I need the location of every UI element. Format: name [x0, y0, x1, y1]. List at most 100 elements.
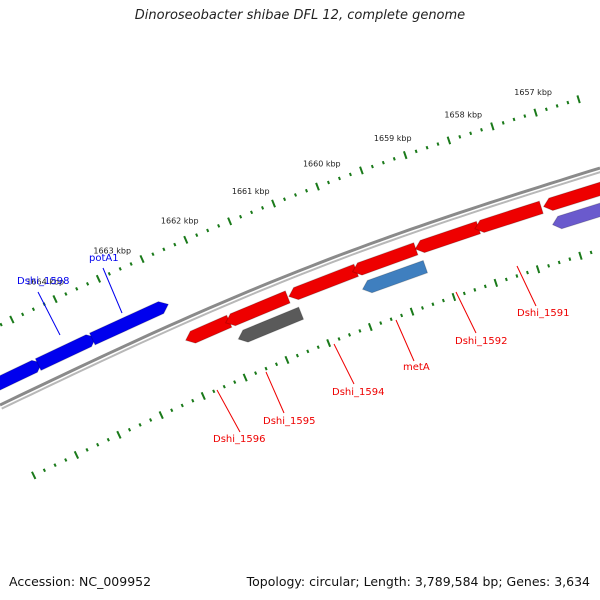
inner-tick-mark — [316, 345, 320, 350]
outer-tick-mark — [173, 242, 177, 247]
outer-tick-mark — [239, 214, 243, 219]
accession-label: Accession: NC_009952 — [9, 574, 152, 589]
outer-tick-mark — [64, 292, 68, 296]
outer-tick-mark — [315, 182, 320, 191]
outer-tick-mark — [0, 322, 3, 327]
outer-tick-mark — [21, 312, 25, 317]
outer-tick-mark — [139, 254, 145, 264]
backbone — [0, 166, 600, 410]
outer-tick-mark — [217, 223, 221, 228]
inner-tick-mark — [64, 458, 68, 462]
gene-label[interactable]: Dshi_1598 — [17, 276, 69, 287]
outer-tick-mark — [95, 274, 102, 283]
inner-tick-mark — [431, 302, 435, 307]
inner-tick-mark — [326, 338, 332, 348]
outer-tick-mark — [566, 100, 570, 105]
outer-tick-mark — [206, 228, 210, 233]
outer-tick-mark — [425, 145, 429, 150]
inner-tick-mark — [473, 288, 477, 292]
inner-tick-mark — [515, 274, 519, 278]
kbp-tick-label: 1663 kbp — [93, 247, 131, 256]
g-dshi-1591[interactable] — [474, 200, 544, 234]
outer-tick-mark — [271, 199, 276, 208]
gene-label[interactable]: Dshi_1594 — [332, 387, 384, 398]
inner-tick-mark — [358, 329, 362, 333]
outer-tick-mark — [118, 267, 122, 271]
inner-tick-mark — [73, 450, 80, 459]
outer-tick-mark — [227, 217, 233, 226]
inner-tick-mark — [264, 366, 268, 371]
g-dshi-1592[interactable] — [414, 220, 482, 254]
outer-tick-mark — [523, 114, 527, 118]
inner-tick-mark — [535, 265, 541, 274]
g-meta[interactable] — [361, 259, 429, 294]
inner-tick-mark — [578, 251, 583, 260]
g-forward-1[interactable] — [0, 359, 43, 392]
inner-tick-mark — [421, 306, 424, 310]
inner-tick-mark — [284, 355, 290, 364]
outer-tick-mark — [162, 247, 166, 252]
outer-tick-mark — [512, 117, 516, 122]
g-dshi-1595-red[interactable] — [224, 290, 291, 327]
g-forward-2[interactable] — [34, 334, 97, 372]
g-meta-red[interactable] — [351, 242, 419, 276]
gene-label[interactable]: metA — [403, 362, 430, 373]
inner-tick-mark — [379, 321, 383, 325]
gene-labels: Dshi_1598 potA1 Dshi_1596 Dshi_1595 Dshi_159… — [17, 253, 569, 445]
outer-tick-mark — [183, 235, 189, 244]
kbp-tick-label: 1661 kbp — [232, 187, 270, 196]
inner-tick-mark — [306, 349, 310, 354]
inner-tick-mark — [389, 317, 393, 322]
gene-label[interactable]: Dshi_1592 — [455, 336, 507, 347]
g-dshi-1595-grey[interactable] — [237, 306, 305, 343]
gene-label[interactable]: Dshi_1596 — [213, 434, 265, 445]
outer-tick-mark — [533, 108, 538, 117]
inner-tick-mark — [149, 418, 153, 422]
outer-tick-mark — [195, 233, 199, 237]
inner-tick-mark — [493, 278, 499, 288]
outer-tick-mark — [359, 166, 364, 175]
gene-label[interactable]: Dshi_1595 — [263, 416, 315, 427]
backbone-outer-line — [0, 166, 600, 407]
g-forward-3[interactable] — [88, 301, 170, 346]
inner-tick-mark — [295, 353, 299, 358]
inner-tick-mark — [212, 389, 216, 394]
g-far-right-red[interactable] — [542, 181, 600, 212]
inner-tick-mark — [568, 257, 572, 261]
kbp-tick-label: 1662 kbp — [161, 217, 199, 226]
outer-tick-mark — [261, 206, 265, 210]
outer-tick-mark — [129, 262, 133, 266]
outer-tick-mark — [576, 95, 581, 104]
inner-tick-mark — [483, 284, 487, 289]
outer-tick-mark — [52, 295, 58, 304]
outer-tick-mark — [402, 150, 408, 160]
outer-tick-mark — [414, 149, 418, 154]
inner-tick-mark — [138, 422, 142, 427]
outer-tick-mark — [555, 104, 559, 108]
outer-tick-mark — [370, 164, 374, 169]
inner-tick-mark — [127, 427, 132, 432]
outer-tick-mark — [250, 210, 254, 215]
outer-tick-mark — [458, 135, 462, 139]
kbp-tick-label: 1664 kbp — [26, 278, 64, 287]
g-dshi-1596[interactable] — [184, 314, 233, 344]
inner-tick-mark — [367, 322, 373, 332]
inner-tick-mark — [191, 398, 195, 403]
kbp-tick-label: 1658 kbp — [444, 110, 482, 119]
inner-tick-mark — [504, 277, 508, 282]
inner-tick-mark — [557, 260, 561, 265]
outer-tick-mark — [75, 287, 79, 291]
gene-tracks — [0, 181, 600, 392]
inner-tick-mark — [409, 307, 415, 316]
gene-label[interactable]: potA1 — [89, 253, 119, 264]
inner-tick-mark — [233, 380, 237, 384]
outer-tick-mark — [326, 180, 330, 185]
outer-tick-mark — [381, 160, 385, 165]
gene-label-leader — [37, 291, 61, 336]
g-dshi-1594[interactable] — [288, 263, 360, 301]
inner-tick-mark — [451, 292, 457, 302]
gene-label[interactable]: Dshi_1591 — [517, 308, 569, 319]
map-title: Dinoroseobacter shibae DFL 12, complete … — [134, 8, 466, 23]
